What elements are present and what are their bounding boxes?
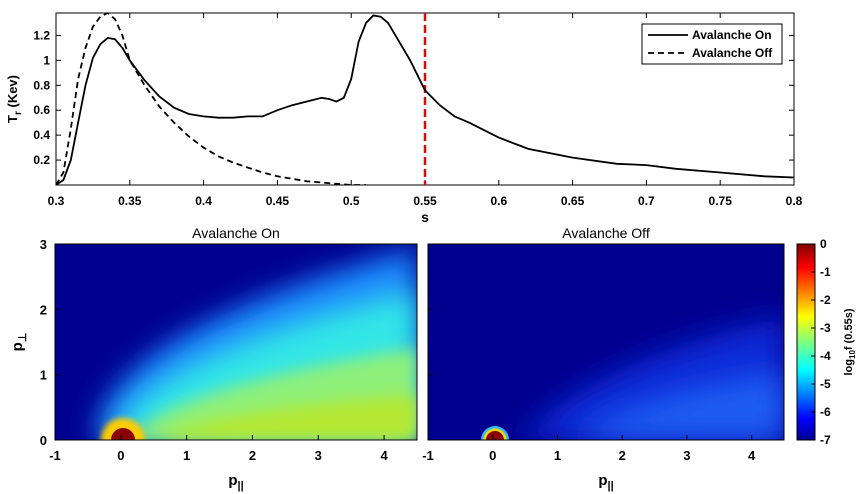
heatmap-frame [427,243,785,441]
x-tick-label: 2 [619,448,626,463]
y-tick-label: 1 [43,53,50,67]
colorbar-tick-label: -7 [820,433,831,447]
x-tick-label: 0.4 [195,194,212,208]
y-tick-label: 0.4 [33,128,50,142]
legend-label-avalanche-off: Avalanche Off [692,46,773,60]
distribution-plume-faint-core [570,372,784,440]
heatmap-y-axis-avalanche-off [428,243,433,441]
thermal-core [111,428,135,440]
x-tick-label: 4 [748,448,756,463]
x-tick-label: 1 [183,448,190,463]
x-tick-label: 0.35 [118,194,142,208]
x-tick-label: 0.65 [561,194,585,208]
y-tick-label: 1.2 [33,28,50,42]
legend: Avalanche On Avalanche Off [641,23,783,65]
x-tick-label: 0 [117,448,124,463]
x-tick-label: 0.55 [413,194,437,208]
thermal-core [486,431,504,440]
heatmap-title-avalanche-off: Avalanche Off [562,225,650,241]
y-tick-label: 2 [40,302,47,317]
distribution-plume-core [150,395,417,440]
colorbar-tick-label: -4 [820,349,831,363]
temperature-line-chart: 0.3 0.35 0.4 0.45 0.5 0.55 0.6 0.65 0.7 0.75 0.8 0… [5,12,803,225]
x-tick-label: 1 [554,448,561,463]
colorbar-gradient [796,243,816,441]
x-tick-label: -1 [49,448,61,463]
x-tick-label: -1 [422,448,434,463]
heatmap-y-axis-avalanche-on: 0 1 2 3 [40,237,60,448]
y-tick-label: 0.8 [33,78,50,92]
x-tick-label: 0.8 [786,194,803,208]
heatmap-avalanche-off: Avalanche Off -1 0 1 2 3 4 p|| [422,225,785,492]
legend-label-avalanche-on: Avalanche On [692,28,772,42]
top-y-axis-label: Tr (Kev) [5,75,24,123]
y-tick-label: 0 [40,433,47,448]
x-tick-label: 3 [683,448,690,463]
colorbar: 0 -1 -2 -3 -4 -5 -6 -7 log10f (0.55s) [796,237,857,447]
heatmap-x-axis-label-avalanche-on: p|| [228,472,243,492]
colorbar-tick-label: -3 [820,321,831,335]
x-tick-label: 0.45 [266,194,290,208]
x-tick-label: 2 [249,448,256,463]
y-tick-label: 1 [40,368,47,383]
heatmap-title-avalanche-on: Avalanche On [192,225,280,241]
colorbar-label: log10f (0.55s) [843,308,857,375]
x-tick-label: 0.75 [709,194,733,208]
y-tick-label: 3 [40,237,47,252]
x-tick-label: 0.6 [490,194,507,208]
colorbar-ticks: 0 -1 -2 -3 -4 -5 -6 -7 [811,237,831,447]
x-tick-label: 3 [315,448,322,463]
x-tick-label: 0 [489,448,496,463]
y-tick-label: 0.6 [33,103,50,117]
x-tick-label: 0.5 [343,194,360,208]
heatmap-x-axis-avalanche-on: -1 0 1 2 3 4 [49,435,388,463]
y-tick-label: 0.2 [33,153,50,167]
legend-box [641,23,783,65]
heatmap-frame [54,243,418,441]
colorbar-tick-label: -1 [820,265,831,279]
colorbar-tick-label: 0 [820,237,827,251]
colorbar-tick-label: -5 [820,377,831,391]
heatmap-x-axis-label-avalanche-off: p|| [598,472,613,492]
heatmap-x-axis-avalanche-off: -1 0 1 2 3 4 [422,435,756,463]
top-x-axis-label: s [421,209,429,225]
x-tick-label: 4 [380,448,388,463]
series-line-avalanche-on [56,14,794,185]
colorbar-tick-label: -6 [820,405,831,419]
top-y-axis: 0.2 0.4 0.6 0.8 1 1.2 [33,28,794,167]
series-line-avalanche-off [56,13,366,185]
x-tick-label: 0.3 [48,194,65,208]
colorbar-tick-label: -2 [820,293,831,307]
heatmap-y-axis-label: p⊥ [9,333,29,352]
x-tick-label: 0.7 [638,194,655,208]
